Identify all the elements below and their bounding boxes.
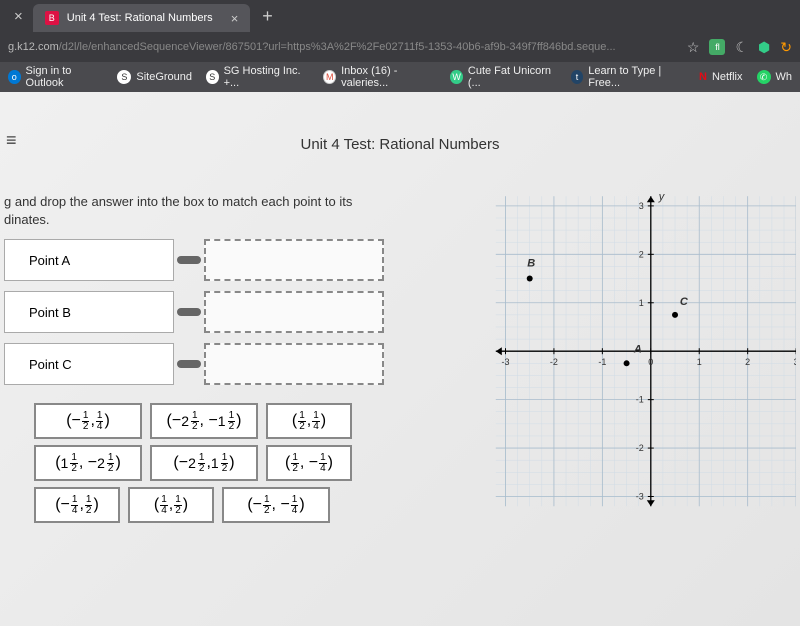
svg-text:1: 1 bbox=[639, 298, 644, 308]
hamburger-menu-icon[interactable]: ≡ bbox=[6, 130, 17, 151]
bookmark-siteground[interactable]: S SiteGround bbox=[117, 70, 192, 84]
answer-chip[interactable]: (−12, 14) bbox=[34, 403, 142, 439]
point-label-c: Point C bbox=[4, 343, 174, 385]
svg-text:-2: -2 bbox=[636, 443, 644, 453]
whatsapp-icon: ✆ bbox=[757, 70, 771, 84]
outlook-icon: o bbox=[8, 70, 21, 84]
svg-text:A: A bbox=[633, 344, 642, 356]
url-text: g.k12.com/d2l/le/enhancedSequenceViewer/… bbox=[8, 41, 687, 53]
connector-icon bbox=[174, 256, 204, 264]
answer-chip[interactable]: (−14, 12) bbox=[34, 487, 120, 523]
svg-text:-2: -2 bbox=[550, 357, 558, 367]
bookmark-netflix[interactable]: N Netflix bbox=[699, 71, 743, 83]
svg-text:-1: -1 bbox=[636, 395, 644, 405]
svg-text:1: 1 bbox=[697, 357, 702, 367]
gmail-icon: M bbox=[323, 70, 336, 84]
bookmarks-bar: o Sign in to Outlook S SiteGround S SG H… bbox=[0, 62, 800, 92]
bookmark-star-icon[interactable]: ☆ bbox=[687, 39, 700, 56]
new-tab-button[interactable]: + bbox=[252, 6, 283, 27]
connector-icon bbox=[174, 308, 204, 316]
answer-chip[interactable]: (−212, −112) bbox=[150, 403, 258, 439]
point-label-b: Point B bbox=[4, 291, 174, 333]
page-content: ≡ Unit 4 Test: Rational Numbers g and dr… bbox=[0, 92, 800, 626]
answer-chip[interactable]: (112, −212) bbox=[34, 445, 142, 481]
svg-text:2: 2 bbox=[639, 249, 644, 259]
svg-text:y: y bbox=[658, 191, 666, 203]
drop-zone-a[interactable] bbox=[204, 239, 384, 281]
unicorn-icon: W bbox=[450, 70, 463, 84]
shield-icon[interactable]: ⬢ bbox=[758, 39, 770, 56]
url-actions: ☆ fl ☾ ⬢ ↻ bbox=[687, 39, 792, 56]
bookmark-outlook[interactable]: o Sign in to Outlook bbox=[8, 65, 103, 89]
browser-tabstrip: × B Unit 4 Test: Rational Numbers × + bbox=[0, 0, 800, 32]
svg-text:-1: -1 bbox=[598, 357, 606, 367]
answer-chip[interactable]: (12, −14) bbox=[266, 445, 352, 481]
bookmark-learn[interactable]: t Learn to Type | Free... bbox=[571, 65, 685, 89]
answer-chip[interactable]: (−12, −14) bbox=[222, 487, 330, 523]
instructions-text: g and drop the answer into the box to ma… bbox=[4, 193, 434, 229]
point-label-a: Point A bbox=[4, 239, 174, 281]
bookmark-sghosting[interactable]: S SG Hosting Inc. +... bbox=[206, 65, 309, 89]
answer-chip[interactable]: (12, 14) bbox=[266, 403, 352, 439]
svg-text:0: 0 bbox=[648, 357, 653, 367]
bookmark-inbox[interactable]: M Inbox (16) - valeries... bbox=[323, 65, 436, 89]
siteground-icon: S bbox=[117, 70, 131, 84]
sghosting-icon: S bbox=[206, 70, 219, 84]
svg-text:B: B bbox=[527, 257, 535, 269]
drop-zone-b[interactable] bbox=[204, 291, 384, 333]
svg-text:3: 3 bbox=[639, 201, 644, 211]
svg-text:C: C bbox=[680, 296, 689, 308]
close-prev-tab-icon[interactable]: × bbox=[4, 8, 33, 25]
svg-text:3: 3 bbox=[794, 357, 796, 367]
refresh-icon[interactable]: ↻ bbox=[780, 39, 792, 56]
bookmark-unicorn[interactable]: W Cute Fat Unicorn (... bbox=[450, 65, 556, 89]
connector-icon bbox=[174, 360, 204, 368]
svg-text:-3: -3 bbox=[501, 357, 509, 367]
browser-tab-active[interactable]: B Unit 4 Test: Rational Numbers × bbox=[33, 4, 251, 32]
answer-bank: (−12, 14)(−212, −112)(12, 14) (112, −212)… bbox=[4, 403, 434, 523]
svg-text:2: 2 bbox=[745, 357, 750, 367]
browser-url-bar[interactable]: g.k12.com/d2l/le/enhancedSequenceViewer/… bbox=[0, 32, 800, 62]
tab-favicon-icon: B bbox=[45, 11, 59, 25]
learn-icon: t bbox=[571, 70, 584, 84]
svg-text:-3: -3 bbox=[636, 492, 644, 502]
coordinate-graph: -3 -2 -1 0 1 2 3 -3 -2 -1 1 2 3 y A B C bbox=[466, 165, 796, 545]
netflix-icon: N bbox=[699, 71, 707, 83]
answer-chip[interactable]: (−212, 112) bbox=[150, 445, 258, 481]
extension-icon[interactable]: fl bbox=[709, 39, 725, 55]
tab-close-icon[interactable]: × bbox=[231, 11, 239, 26]
moon-icon[interactable]: ☾ bbox=[735, 39, 748, 56]
bookmark-whatsapp[interactable]: ✆ Wh bbox=[757, 70, 793, 84]
answer-chip[interactable]: (14, 12) bbox=[128, 487, 214, 523]
tab-title: Unit 4 Test: Rational Numbers bbox=[67, 12, 213, 24]
page-title: Unit 4 Test: Rational Numbers bbox=[0, 136, 800, 153]
drop-zone-c[interactable] bbox=[204, 343, 384, 385]
